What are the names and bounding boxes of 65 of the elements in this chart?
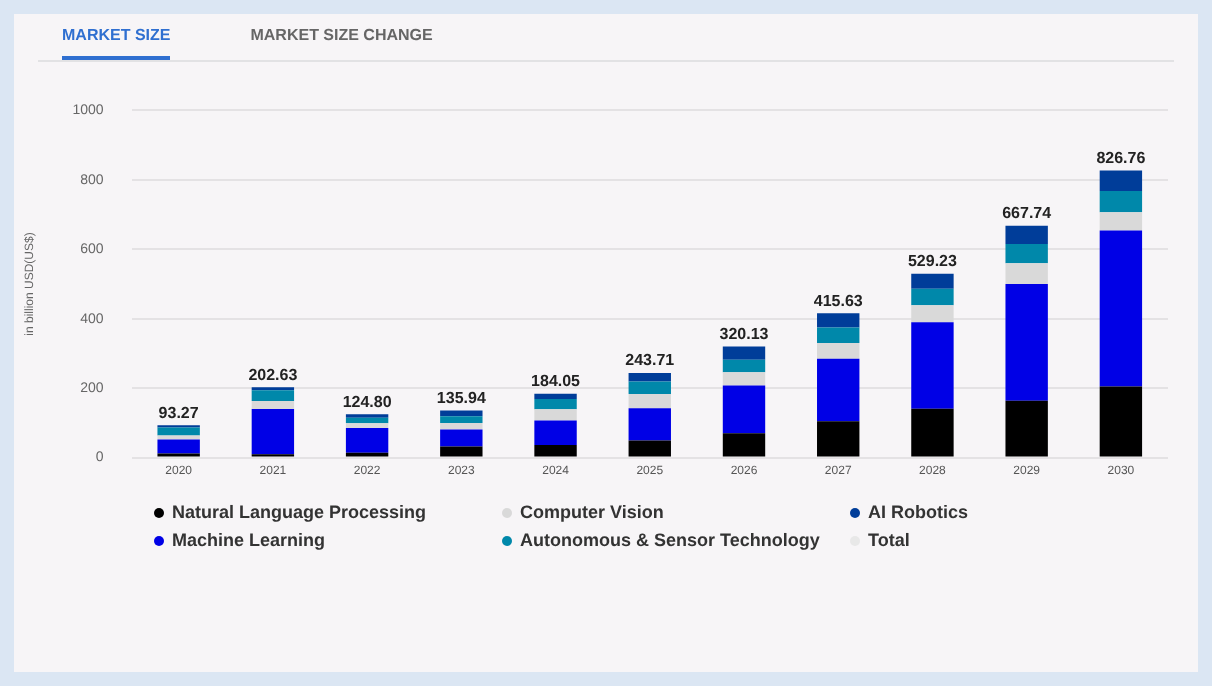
total-label: 415.63 (813, 291, 864, 310)
legend-label: AI Robotics (868, 502, 969, 522)
bar (628, 381, 671, 395)
bar (911, 322, 954, 409)
bar (440, 422, 483, 430)
bar (722, 359, 766, 373)
bar (534, 393, 577, 399)
bar (817, 313, 860, 328)
total-label: 202.63 (248, 365, 299, 384)
bar (1099, 190, 1143, 213)
text: MARKET SIZE CHANGE (250, 26, 433, 48)
bar (1005, 244, 1048, 264)
bar (1099, 170, 1143, 191)
legend-label: Autonomous & Sensor Technology (520, 530, 820, 550)
bar (628, 372, 671, 382)
bar (628, 440, 671, 457)
bar (251, 408, 295, 455)
text: MARKET SIZE (62, 26, 171, 60)
bar (440, 429, 483, 447)
bar (817, 358, 860, 422)
total-label: 243.71 (625, 351, 676, 370)
bar (722, 372, 766, 386)
bar (817, 327, 860, 344)
bar (345, 428, 389, 453)
bar (345, 423, 389, 429)
bar (722, 385, 766, 434)
bar (817, 421, 860, 457)
bar (1005, 225, 1048, 245)
bar (722, 346, 766, 360)
bar (534, 445, 577, 457)
bar (722, 433, 766, 457)
total-label: 667.74 (1002, 204, 1053, 223)
bar (1099, 386, 1143, 457)
bar (534, 420, 577, 446)
total-label: 135.94 (436, 388, 487, 407)
total-label: 124.80 (342, 392, 393, 411)
bar (1005, 263, 1048, 284)
bar (534, 398, 577, 410)
bar (440, 446, 483, 457)
bar (817, 343, 860, 359)
total-label: 184.05 (531, 372, 582, 391)
bar (628, 408, 671, 441)
legend-label: Machine Learning (172, 530, 326, 550)
bar (157, 427, 200, 436)
bar (440, 416, 483, 423)
bar (911, 288, 954, 306)
legend-label: Computer Vision (520, 502, 664, 522)
legend-label: Natural Language Processing (172, 502, 427, 522)
total-label: 826.76 (1096, 148, 1147, 167)
bar (1099, 230, 1143, 387)
bar (1005, 284, 1048, 401)
bar (911, 273, 954, 289)
legend-label: Total (868, 530, 910, 550)
bar (1099, 212, 1143, 231)
bar (440, 410, 483, 417)
total-label: 529.23 (907, 252, 959, 271)
bar (534, 409, 577, 421)
bar (251, 401, 295, 409)
total-label: 93.27 (158, 403, 200, 422)
bar (1005, 400, 1048, 457)
bar (251, 390, 295, 402)
bar (911, 408, 954, 457)
bar (157, 439, 200, 454)
total-label: 320.13 (719, 324, 770, 343)
bar (628, 394, 671, 409)
